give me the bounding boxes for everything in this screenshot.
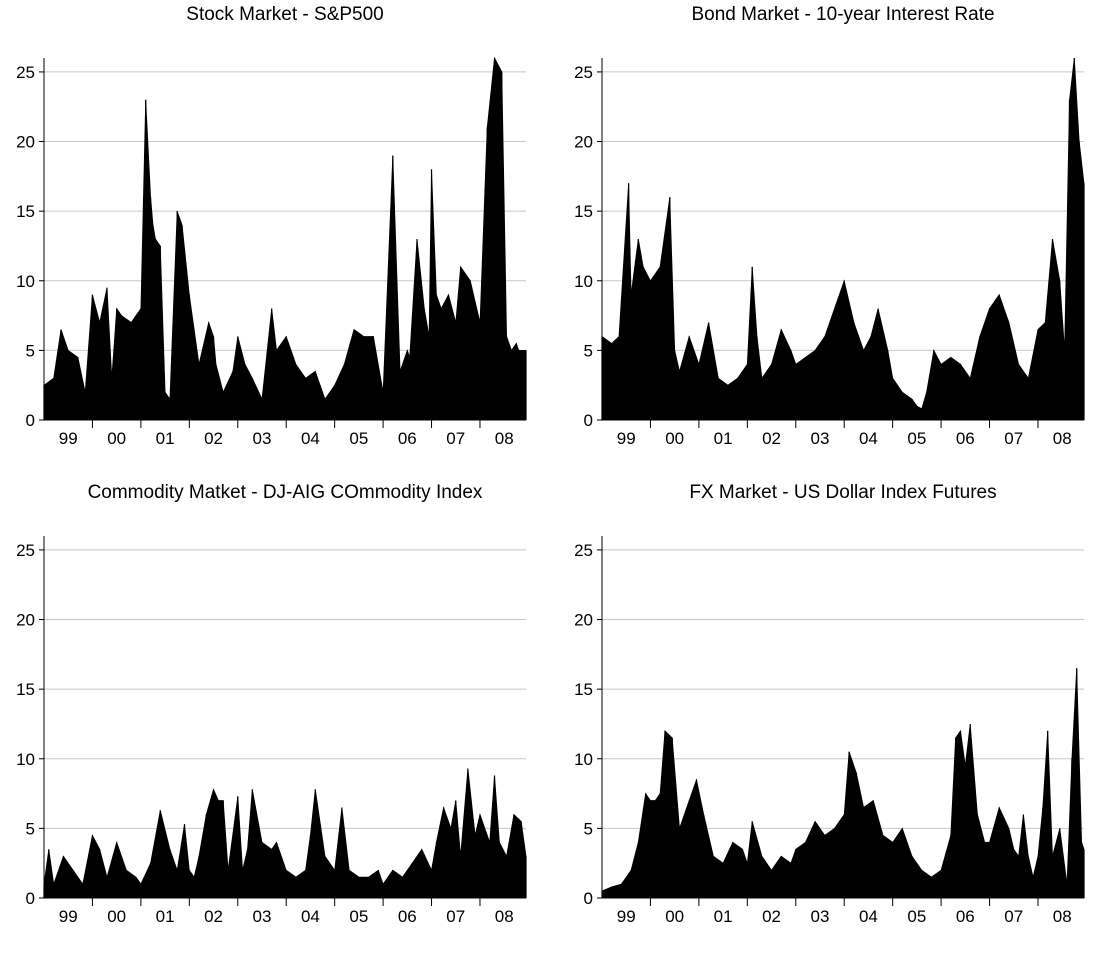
x-tick-label: 04 (301, 429, 320, 448)
x-tick-label: 00 (107, 429, 126, 448)
x-tick-label: 02 (762, 907, 781, 926)
y-tick-label: 0 (584, 889, 593, 908)
x-tick-label: 07 (1004, 907, 1023, 926)
x-tick-label: 08 (495, 429, 514, 448)
y-tick-label: 10 (574, 750, 593, 769)
x-tick-label: 00 (665, 907, 684, 926)
x-tick-label: 06 (398, 907, 417, 926)
y-tick-label: 5 (584, 819, 593, 838)
x-tick-label: 04 (859, 429, 878, 448)
x-tick-label: 04 (301, 907, 320, 926)
x-tick-label: 99 (59, 907, 78, 926)
x-tick-label: 01 (714, 907, 733, 926)
y-tick-label: 20 (574, 133, 593, 152)
y-tick-label: 0 (26, 411, 35, 430)
x-tick-label: 08 (495, 907, 514, 926)
chart-panel-stock-sp500: Stock Market - S&P500 0 5 10 15 20 25 99 00 01 02… (0, 0, 558, 478)
x-tick-label: 03 (253, 907, 272, 926)
x-tick-label: 06 (398, 429, 417, 448)
y-tick-label: 20 (16, 611, 35, 630)
x-tick-label: 06 (956, 429, 975, 448)
x-tick-label: 07 (446, 907, 465, 926)
x-tick-label: 05 (907, 429, 926, 448)
x-tick-label: 03 (811, 907, 830, 926)
x-tick-label: 02 (762, 429, 781, 448)
x-tick-label: 02 (204, 429, 223, 448)
x-tick-label: 99 (617, 907, 636, 926)
x-tick-label: 06 (956, 907, 975, 926)
y-tick-label: 15 (574, 680, 593, 699)
chart-title: Stock Market - S&P500 (186, 4, 384, 25)
y-tick-label: 5 (26, 819, 35, 838)
y-tick-label: 25 (574, 63, 593, 82)
chart-panel-fx-dollar: FX Market - US Dollar Index Futures 0 5 10… (558, 478, 1116, 956)
chart-title: FX Market - US Dollar Index Futures (689, 482, 997, 503)
x-tick-label: 08 (1053, 429, 1072, 448)
y-tick-label: 20 (574, 611, 593, 630)
series-area (43, 768, 527, 899)
x-tick-label: 99 (59, 429, 78, 448)
y-tick-label: 25 (16, 63, 35, 82)
x-tick-label: 99 (617, 429, 636, 448)
y-tick-label: 5 (584, 341, 593, 360)
y-tick-label: 10 (16, 272, 35, 291)
y-tick-label: 0 (584, 411, 593, 430)
y-tick-label: 25 (16, 541, 35, 560)
x-tick-label: 04 (859, 907, 878, 926)
y-tick-label: 25 (574, 541, 593, 560)
x-tick-label: 05 (907, 907, 926, 926)
y-tick-label: 0 (26, 889, 35, 908)
y-tick-label: 15 (16, 680, 35, 699)
x-tick-label: 00 (665, 429, 684, 448)
chart-panel-commodity: Commodity Matket - DJ-AIG COmmodity Inde… (0, 478, 558, 956)
chart-title: Bond Market - 10-year Interest Rate (691, 4, 995, 25)
x-tick-label: 05 (349, 907, 368, 926)
x-tick-label: 03 (811, 429, 830, 448)
y-tick-label: 10 (574, 272, 593, 291)
x-tick-label: 07 (1004, 429, 1023, 448)
x-tick-label: 02 (204, 907, 223, 926)
x-tick-label: 01 (156, 907, 175, 926)
x-tick-label: 00 (107, 907, 126, 926)
y-tick-label: 5 (26, 341, 35, 360)
x-tick-label: 08 (1053, 907, 1072, 926)
x-tick-label: 07 (446, 429, 465, 448)
y-tick-label: 15 (16, 202, 35, 221)
x-tick-label: 01 (714, 429, 733, 448)
chart-panel-bond-10yr: Bond Market - 10-year Interest Rate 0 5 10… (558, 0, 1116, 478)
y-tick-label: 15 (574, 202, 593, 221)
y-tick-label: 20 (16, 133, 35, 152)
series-area (601, 668, 1085, 899)
chart-title: Commodity Matket - DJ-AIG COmmodity Inde… (87, 482, 483, 503)
x-tick-label: 05 (349, 429, 368, 448)
x-tick-label: 01 (156, 429, 175, 448)
x-tick-label: 03 (253, 429, 272, 448)
y-tick-label: 10 (16, 750, 35, 769)
